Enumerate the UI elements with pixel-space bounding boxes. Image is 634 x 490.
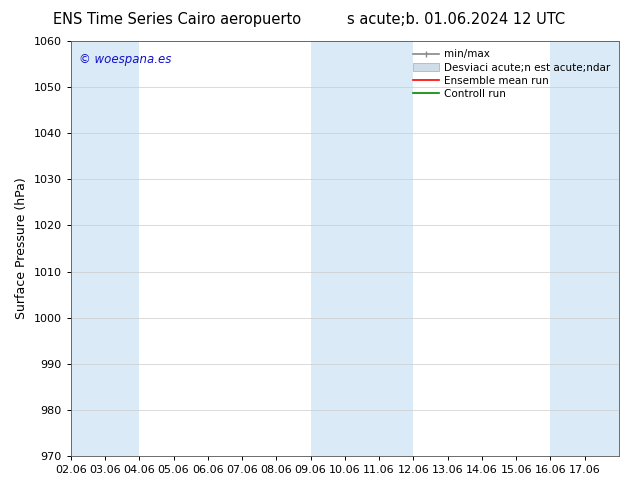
Text: ENS Time Series Cairo aeropuerto: ENS Time Series Cairo aeropuerto [53, 12, 302, 27]
Legend: min/max, Desviaci acute;n est acute;ndar, Ensemble mean run, Controll run: min/max, Desviaci acute;n est acute;ndar… [410, 46, 614, 102]
Bar [311, 41, 413, 456]
Text: s acute;b. 01.06.2024 12 UTC: s acute;b. 01.06.2024 12 UTC [347, 12, 566, 27]
Bar [550, 41, 619, 456]
Bar [71, 41, 139, 456]
Text: © woespana.es: © woespana.es [79, 53, 171, 67]
Y-axis label: Surface Pressure (hPa): Surface Pressure (hPa) [15, 178, 28, 319]
